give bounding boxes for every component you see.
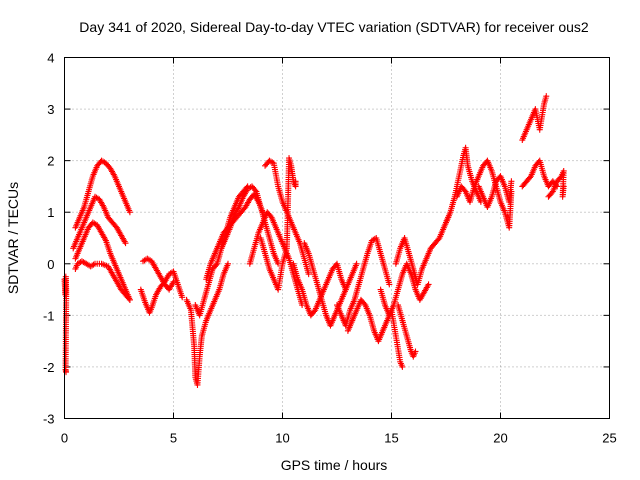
y-tick-label: 0 xyxy=(47,257,54,272)
data-point xyxy=(425,281,432,288)
data-point xyxy=(311,308,318,315)
data-point xyxy=(461,187,468,194)
data-point xyxy=(225,260,231,267)
y-axis-label: SDTVAR / TECUs xyxy=(5,182,21,294)
data-point xyxy=(526,174,533,181)
y-tick-label: 2 xyxy=(47,154,54,169)
x-tick-label: 25 xyxy=(602,431,616,446)
data-point xyxy=(126,296,133,303)
data-point xyxy=(386,281,393,288)
x-tick-label: 15 xyxy=(384,431,398,446)
data-point xyxy=(508,178,515,185)
data-point xyxy=(353,260,360,267)
plot-frame xyxy=(64,57,610,419)
chart-title: Day 341 of 2020, Sidereal Day-to-day VTE… xyxy=(79,19,589,35)
data-point xyxy=(560,183,567,190)
x-tick-label: 0 xyxy=(61,431,68,446)
data-point xyxy=(548,189,555,196)
x-tick-label: 10 xyxy=(275,431,289,446)
data-point xyxy=(292,178,299,185)
data-point xyxy=(179,294,186,301)
data-point xyxy=(399,363,406,370)
x-tick-label: 5 xyxy=(170,431,177,446)
data-point xyxy=(122,240,129,247)
x-axis-label: GPS time / hours xyxy=(281,457,388,473)
data-point xyxy=(125,295,132,302)
data-point xyxy=(305,271,312,278)
data-point xyxy=(412,348,419,355)
y-tick-label: -3 xyxy=(43,412,55,427)
axis-ticks: 0 5 10 15 20 25 -3 -2 -1 0 1 2 3 4 xyxy=(43,51,617,446)
data-point xyxy=(543,93,550,100)
y-tick-label: 1 xyxy=(47,205,54,220)
data-point xyxy=(252,187,259,194)
data-points xyxy=(61,93,567,388)
y-tick-label: 3 xyxy=(47,102,54,117)
data-point xyxy=(170,278,177,285)
y-tick-label: -2 xyxy=(43,360,55,375)
grid xyxy=(64,57,610,419)
x-tick-label: 20 xyxy=(493,431,507,446)
data-point xyxy=(213,262,220,269)
y-tick-label: 4 xyxy=(47,51,54,66)
data-point xyxy=(361,300,368,307)
y-tick-label: -1 xyxy=(43,308,55,323)
data-point xyxy=(435,236,442,243)
data-point xyxy=(126,209,133,216)
data-point xyxy=(267,213,274,220)
